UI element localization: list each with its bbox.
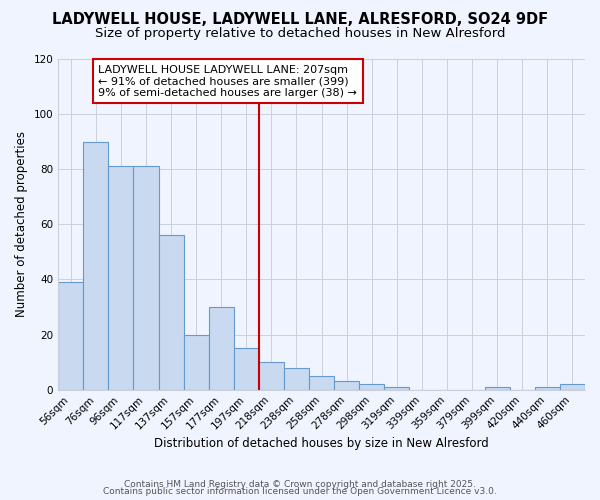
Bar: [234, 348, 259, 390]
X-axis label: Distribution of detached houses by size in New Alresford: Distribution of detached houses by size …: [154, 437, 489, 450]
Bar: [83, 142, 109, 390]
Text: LADYWELL HOUSE LADYWELL LANE: 207sqm
← 91% of detached houses are smaller (399)
: LADYWELL HOUSE LADYWELL LANE: 207sqm ← 9…: [98, 64, 357, 98]
Bar: [560, 384, 585, 390]
Bar: [485, 387, 510, 390]
Text: LADYWELL HOUSE, LADYWELL LANE, ALRESFORD, SO24 9DF: LADYWELL HOUSE, LADYWELL LANE, ALRESFORD…: [52, 12, 548, 28]
Bar: [58, 282, 83, 390]
Y-axis label: Number of detached properties: Number of detached properties: [15, 132, 28, 318]
Bar: [158, 236, 184, 390]
Bar: [284, 368, 309, 390]
Bar: [259, 362, 284, 390]
Text: Size of property relative to detached houses in New Alresford: Size of property relative to detached ho…: [95, 28, 505, 40]
Bar: [309, 376, 334, 390]
Text: Contains public sector information licensed under the Open Government Licence v3: Contains public sector information licen…: [103, 487, 497, 496]
Bar: [109, 166, 133, 390]
Bar: [133, 166, 158, 390]
Text: Contains HM Land Registry data © Crown copyright and database right 2025.: Contains HM Land Registry data © Crown c…: [124, 480, 476, 489]
Bar: [209, 307, 234, 390]
Bar: [385, 387, 409, 390]
Bar: [535, 387, 560, 390]
Bar: [359, 384, 385, 390]
Bar: [184, 334, 209, 390]
Bar: [334, 382, 359, 390]
